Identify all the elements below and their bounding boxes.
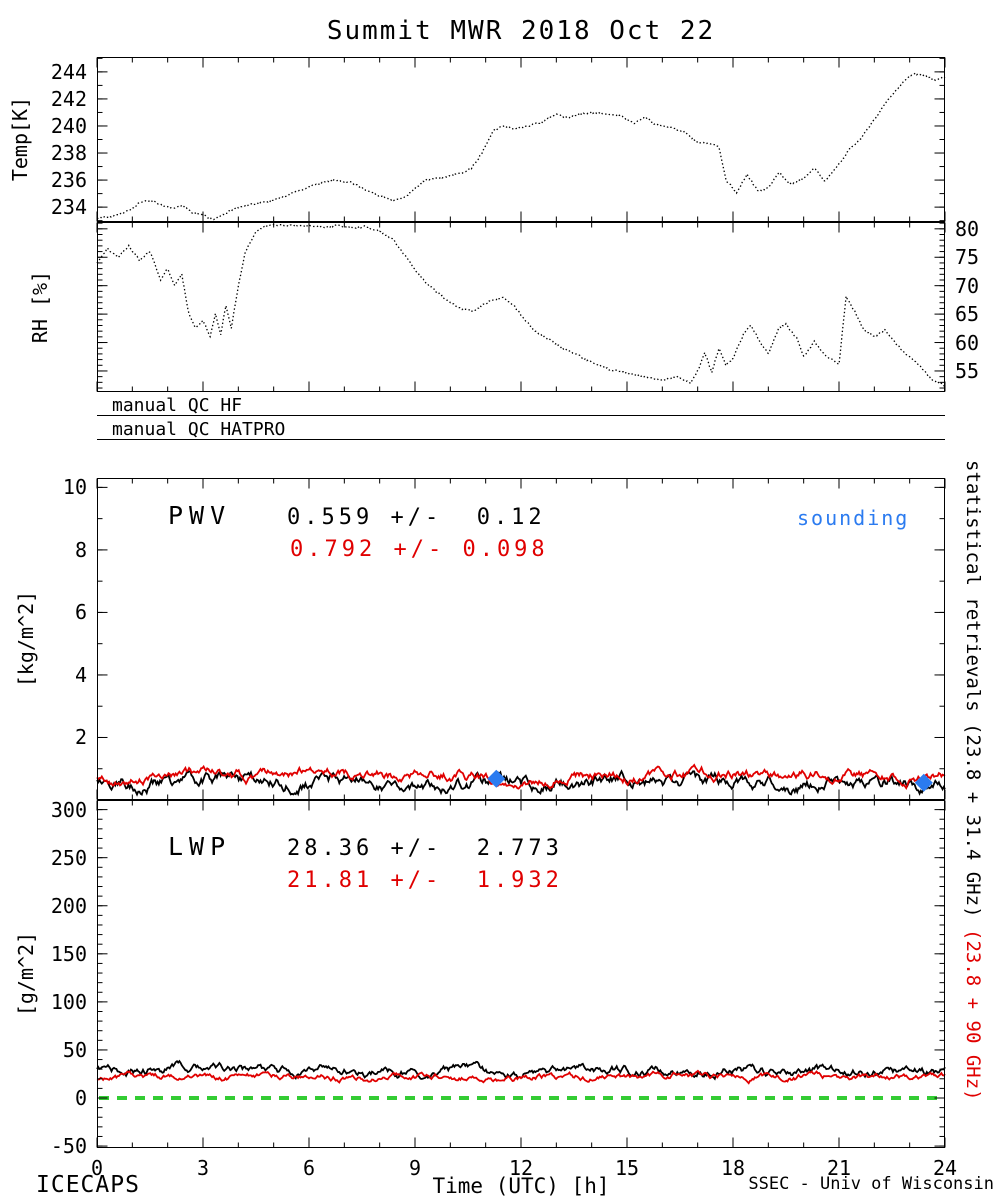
series-pwv-1 — [96, 763, 946, 790]
ytick-pwv-10: 10 — [62, 475, 87, 500]
right-axis-caption-black: statistical retrievals (23.8 + 31.4 GHz) — [962, 460, 984, 918]
xtick-0: 0 — [90, 1156, 104, 1180]
rh-axis-label: RH [%] — [28, 270, 52, 344]
chart-title: Summit MWR 2018 Oct 22 — [326, 16, 716, 46]
qc-flag-hf-line — [97, 415, 945, 416]
series-rh-0 — [96, 223, 945, 387]
xtick-24: 24 — [932, 1156, 958, 1180]
panel-rh — [96, 222, 946, 392]
ytick-rh-65: 65 — [955, 302, 980, 327]
xtick-9: 9 — [408, 1156, 422, 1180]
pwv-stat-black: 0.559 +/- 0.12 — [287, 505, 546, 530]
ytick-lwp-50: 50 — [62, 1037, 87, 1062]
xtick-18: 18 — [720, 1156, 746, 1180]
ytick-temp-240: 240 — [50, 113, 87, 138]
ytick-rh-55: 55 — [955, 358, 980, 383]
qc-flag-hf-label: manual QC HF — [112, 395, 243, 416]
lwp-stat-red: 21.81 +/- 1.932 — [287, 868, 563, 893]
qc-flag-hatpro-line — [97, 439, 945, 440]
xtick-15: 15 — [614, 1156, 640, 1180]
series-pwv-0 — [96, 769, 946, 797]
ytick-pwv-4: 4 — [74, 662, 87, 687]
ytick-rh-75: 75 — [955, 245, 980, 270]
ytick-temp-242: 242 — [50, 86, 87, 111]
ytick-rh-70: 70 — [955, 273, 980, 298]
ytick-temp-238: 238 — [50, 141, 87, 166]
right-axis-caption-red: (23.8 + 90 GHz) — [962, 929, 984, 1101]
pwv-stat-red: 0.792 +/- 0.098 — [290, 537, 549, 562]
ytick-temp-244: 244 — [50, 59, 87, 84]
sounding-legend-label: sounding — [797, 506, 910, 530]
panel-lwp — [96, 799, 946, 1148]
xtick-21: 21 — [826, 1156, 852, 1180]
ytick-rh-60: 60 — [955, 330, 980, 355]
right-axis-caption: statistical retrievals (23.8 + 31.4 GHz)… — [962, 460, 984, 1101]
qc-flag-hatpro-label: manual QC HATPRO — [112, 419, 286, 440]
ytick-temp-234: 234 — [50, 195, 87, 220]
sounding-marker-0 — [487, 769, 506, 788]
series-lwp-1 — [96, 1069, 946, 1085]
ytick-lwp-200: 200 — [50, 893, 87, 918]
panel-pwv — [96, 478, 946, 801]
series-lwp-0 — [96, 1059, 946, 1081]
right-axis-caption-gap — [962, 918, 984, 929]
lwp-panel-label: LWP — [168, 832, 232, 861]
ytick-lwp-300: 300 — [50, 797, 87, 822]
institution-label: SSEC - Univ of Wisconsin — [748, 1174, 994, 1194]
ytick-rh-80: 80 — [955, 216, 980, 241]
ytick-pwv-8: 8 — [74, 537, 87, 562]
project-label: ICECAPS — [36, 1172, 140, 1198]
pwv-panel-label: PWV — [168, 501, 232, 530]
ytick-lwp--50: -50 — [50, 1134, 87, 1159]
panel-temp — [96, 57, 946, 222]
ytick-lwp-0: 0 — [74, 1086, 87, 1110]
ytick-pwv-6: 6 — [74, 600, 87, 625]
x-axis-label: Time (UTC) [h] — [432, 1174, 610, 1198]
ytick-lwp-250: 250 — [50, 845, 87, 870]
xtick-6: 6 — [302, 1156, 316, 1180]
xtick-12: 12 — [508, 1156, 534, 1180]
ytick-pwv-2: 2 — [74, 725, 87, 750]
ytick-lwp-150: 150 — [50, 941, 87, 966]
ytick-temp-236: 236 — [50, 168, 87, 193]
lwp-stat-black: 28.36 +/- 2.773 — [287, 836, 563, 861]
series-temp-0 — [96, 72, 946, 221]
ytick-lwp-100: 100 — [50, 989, 87, 1014]
xtick-3: 3 — [196, 1156, 210, 1180]
sounding-marker-1 — [914, 773, 933, 792]
